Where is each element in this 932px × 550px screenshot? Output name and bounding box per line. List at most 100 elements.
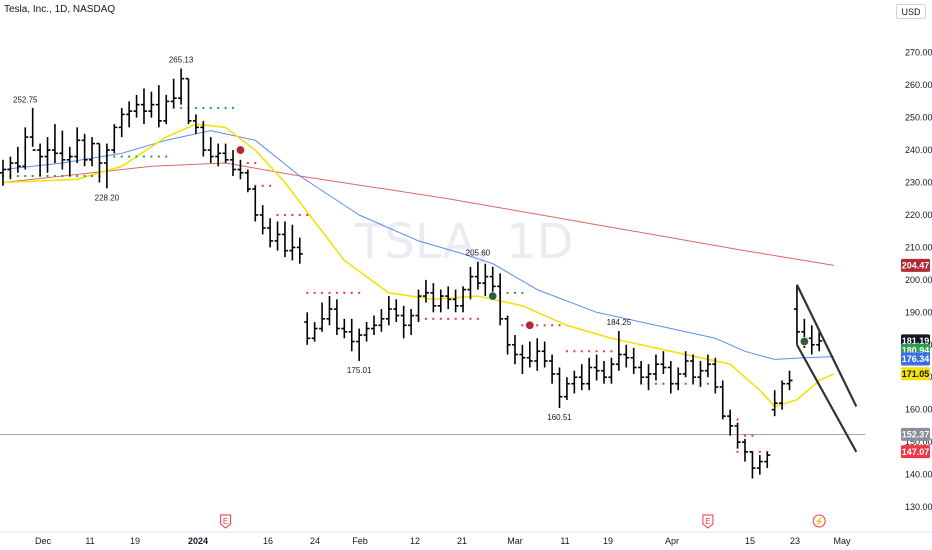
price-badge: 147.07	[901, 445, 930, 459]
red-dot	[476, 317, 479, 320]
time-tick-label: 11	[85, 536, 94, 546]
ohlc-bar	[437, 289, 444, 313]
ohlc-bar	[155, 85, 162, 128]
currency-button[interactable]: USD	[896, 4, 926, 19]
ohlc-bar	[267, 218, 274, 248]
red-dot	[603, 350, 606, 353]
ohlc-bar	[7, 156, 14, 180]
ohlc-bar	[44, 137, 51, 173]
green-dot	[135, 155, 138, 158]
price-annotation: 265.13	[169, 56, 194, 65]
ohlc-bar	[667, 360, 674, 394]
red-dot	[439, 317, 442, 320]
green-dot	[232, 106, 235, 109]
ohlc-bar	[133, 94, 140, 118]
red-dot	[454, 317, 457, 320]
event-shape	[220, 514, 232, 529]
price-tick-label: 150.00	[905, 437, 932, 447]
ohlc-bar	[808, 325, 815, 355]
ohlc-bar	[74, 127, 81, 164]
time-tick-label: Apr	[665, 536, 679, 546]
earnings-event-icon[interactable]: E	[702, 514, 714, 529]
badge-bg	[901, 258, 930, 272]
price-annotation: 175.01	[347, 366, 372, 375]
time-tick-label: 16	[263, 536, 273, 546]
event-label: E	[705, 517, 710, 526]
ohlc-bar	[734, 422, 741, 449]
ohlc-bar	[749, 451, 756, 479]
ohlc-bar	[756, 455, 763, 475]
ohlc-bar	[0, 159, 6, 186]
red-dot	[751, 434, 754, 437]
red-dot	[580, 350, 583, 353]
ohlc-bar	[29, 107, 36, 151]
ohlc-bar	[682, 351, 689, 378]
ohlc-bar	[482, 263, 489, 297]
ohlc-bar	[14, 146, 21, 173]
trendlines[interactable]	[795, 284, 858, 453]
green-dot	[150, 155, 153, 158]
green-dot	[24, 175, 27, 178]
ohlc-bar	[237, 159, 244, 180]
ma-red-line	[2, 162, 835, 266]
ohlc-bar	[445, 286, 452, 310]
time-axis[interactable]: Dec 11 19 2024 16 24 Feb 12 21 Mar 11 19 Apr 15 23 May	[0, 531, 932, 546]
ohlc-bar	[22, 127, 29, 170]
ohlc-bar	[252, 185, 259, 222]
green-dot	[224, 106, 227, 109]
ohlc-bar	[422, 279, 429, 303]
time-tick-label: Feb	[352, 536, 368, 546]
red-dot	[736, 418, 739, 421]
red-dot	[654, 382, 657, 385]
green-signal-circle	[488, 291, 498, 301]
event-markers[interactable]: E E ⚡	[220, 514, 826, 529]
time-tick-label: 2024	[188, 536, 208, 546]
ohlc-bar	[163, 94, 170, 125]
ohlc-bar	[534, 338, 541, 371]
green-dot	[16, 175, 19, 178]
ohlc-bar	[385, 296, 392, 326]
dividend-event-icon[interactable]: ⚡	[812, 514, 826, 528]
time-tick-label: May	[833, 536, 851, 546]
price-axis[interactable]: 130.00140.00150.00160.00170.00180.00190.…	[905, 48, 932, 512]
green-dot	[202, 106, 205, 109]
ohlc-bar	[304, 312, 311, 345]
red-dot	[343, 291, 346, 294]
ohlc-bar	[771, 390, 778, 417]
ohlc-bar	[244, 169, 251, 193]
red-dot	[335, 291, 338, 294]
red-dot	[706, 382, 709, 385]
ohlc-bar	[601, 360, 608, 384]
ohlc-bar	[786, 370, 793, 391]
symbol-title[interactable]: Tesla, Inc., 1D, NASDAQ	[4, 4, 116, 15]
ohlc-bar	[96, 142, 103, 183]
green-dot	[180, 106, 183, 109]
red-dot	[595, 350, 598, 353]
event-shape	[812, 514, 826, 528]
price-tick-label: 130.00	[905, 502, 932, 512]
green-dot	[61, 175, 64, 178]
red-dot	[684, 382, 687, 385]
red-dot	[313, 291, 316, 294]
ohlc-bar	[51, 124, 58, 164]
ohlc-bar	[281, 221, 288, 258]
red-dot	[306, 213, 309, 216]
badge-label: 180.94	[902, 345, 930, 355]
price-tick-label: 260.00	[905, 80, 932, 90]
event-shape	[702, 514, 714, 529]
red-dot	[298, 213, 301, 216]
ohlc-bar	[118, 107, 125, 138]
badge-label: 176.34	[902, 354, 930, 364]
time-tick-label: 19	[603, 536, 613, 546]
green-dot	[91, 175, 94, 178]
red-dot	[565, 350, 568, 353]
badge-bg	[901, 352, 930, 366]
green-dot	[209, 106, 212, 109]
price-annotation: 228.20	[95, 193, 120, 202]
ohlc-bar	[207, 137, 214, 164]
price-annotations: 252.75 228.20 265.13 175.01 205.60 160.51 184.…	[13, 56, 632, 422]
ohlc-bar	[363, 322, 370, 342]
earnings-event-icon[interactable]: E	[220, 514, 232, 529]
ohlc-bar	[178, 68, 185, 105]
